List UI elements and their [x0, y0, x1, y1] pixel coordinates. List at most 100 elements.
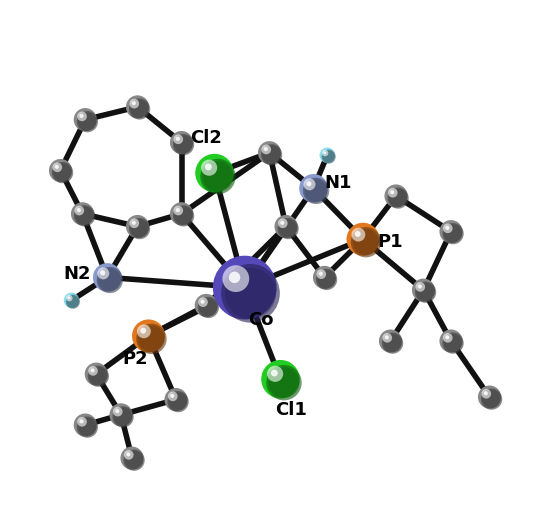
Circle shape	[129, 98, 150, 120]
Circle shape	[279, 219, 298, 238]
Circle shape	[89, 367, 108, 385]
Circle shape	[323, 151, 326, 154]
Circle shape	[74, 206, 84, 215]
Circle shape	[384, 335, 389, 340]
Circle shape	[415, 282, 425, 292]
Text: Cl2: Cl2	[190, 129, 222, 148]
Circle shape	[100, 270, 105, 275]
Circle shape	[126, 453, 130, 457]
Circle shape	[263, 147, 268, 151]
Circle shape	[313, 266, 336, 289]
Circle shape	[442, 223, 464, 244]
Circle shape	[229, 272, 240, 283]
Circle shape	[195, 294, 218, 317]
Text: P1: P1	[378, 233, 403, 251]
Circle shape	[88, 366, 98, 376]
Circle shape	[200, 300, 205, 304]
Circle shape	[74, 205, 95, 227]
Circle shape	[132, 320, 165, 352]
Circle shape	[54, 165, 59, 169]
Circle shape	[318, 272, 323, 276]
Circle shape	[412, 278, 435, 302]
Circle shape	[125, 451, 144, 469]
Text: Co: Co	[249, 310, 274, 329]
Circle shape	[221, 264, 280, 323]
Circle shape	[317, 270, 336, 289]
Circle shape	[261, 145, 271, 154]
Circle shape	[168, 391, 178, 401]
Circle shape	[379, 329, 402, 353]
Circle shape	[93, 263, 122, 292]
Circle shape	[197, 297, 219, 318]
Circle shape	[355, 231, 361, 237]
Circle shape	[130, 219, 149, 238]
Circle shape	[130, 100, 149, 118]
Circle shape	[98, 269, 121, 292]
Circle shape	[67, 296, 79, 308]
Circle shape	[258, 141, 281, 164]
Circle shape	[280, 221, 284, 225]
Circle shape	[74, 108, 97, 131]
Circle shape	[346, 223, 380, 256]
Circle shape	[353, 229, 379, 256]
Circle shape	[322, 150, 336, 164]
Circle shape	[123, 449, 145, 471]
Circle shape	[49, 159, 72, 182]
Circle shape	[176, 137, 180, 141]
Circle shape	[109, 403, 133, 427]
Circle shape	[445, 335, 449, 340]
Circle shape	[202, 161, 233, 192]
Circle shape	[124, 450, 134, 460]
Circle shape	[306, 181, 311, 186]
Circle shape	[132, 101, 136, 105]
Circle shape	[85, 362, 108, 386]
Circle shape	[198, 297, 208, 307]
Circle shape	[170, 131, 193, 154]
Circle shape	[113, 407, 123, 416]
Circle shape	[389, 189, 408, 207]
Circle shape	[201, 160, 217, 176]
Circle shape	[481, 389, 491, 399]
Circle shape	[443, 223, 453, 233]
Circle shape	[97, 267, 123, 293]
Circle shape	[129, 99, 139, 108]
Circle shape	[351, 227, 381, 258]
Circle shape	[176, 208, 180, 212]
Circle shape	[112, 406, 134, 428]
Circle shape	[97, 267, 109, 279]
Circle shape	[383, 334, 402, 352]
Circle shape	[174, 135, 193, 154]
Circle shape	[114, 408, 133, 426]
Circle shape	[90, 369, 95, 373]
Circle shape	[390, 190, 394, 194]
Circle shape	[120, 446, 144, 470]
Circle shape	[116, 409, 119, 413]
Circle shape	[277, 218, 299, 239]
Circle shape	[261, 144, 282, 165]
Circle shape	[52, 162, 73, 183]
Circle shape	[439, 220, 463, 243]
Circle shape	[384, 184, 408, 208]
Circle shape	[304, 178, 316, 190]
Circle shape	[445, 226, 449, 230]
Circle shape	[225, 268, 276, 319]
Circle shape	[222, 265, 249, 292]
Circle shape	[136, 324, 167, 354]
Circle shape	[382, 332, 403, 354]
Circle shape	[77, 417, 87, 427]
Circle shape	[87, 365, 109, 387]
Circle shape	[417, 285, 422, 289]
Circle shape	[170, 202, 193, 225]
Circle shape	[387, 187, 409, 209]
Circle shape	[74, 413, 97, 437]
Circle shape	[173, 134, 194, 155]
Circle shape	[129, 218, 150, 239]
Circle shape	[200, 159, 236, 194]
Circle shape	[126, 215, 149, 238]
Circle shape	[164, 388, 188, 411]
Circle shape	[68, 296, 70, 299]
Circle shape	[173, 134, 183, 144]
Text: N2: N2	[63, 265, 91, 283]
Circle shape	[126, 95, 149, 119]
Circle shape	[274, 215, 298, 238]
